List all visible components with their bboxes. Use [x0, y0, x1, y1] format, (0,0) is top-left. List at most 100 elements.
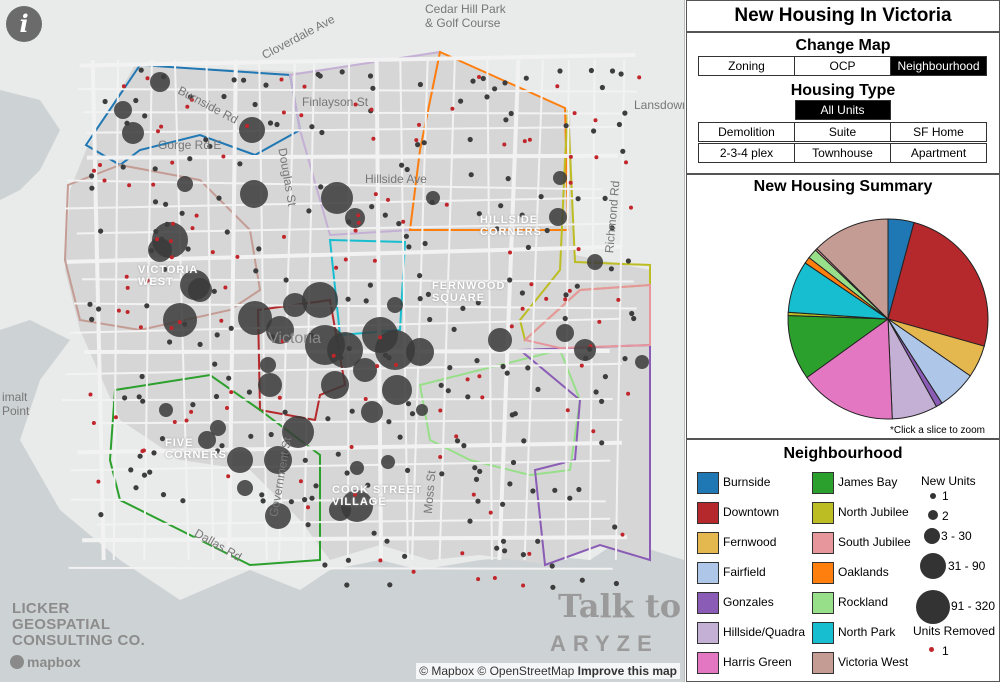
housing-point[interactable] [563, 123, 569, 129]
housing-point[interactable] [625, 258, 632, 264]
removed-point[interactable] [509, 324, 514, 329]
housing-point[interactable] [344, 470, 350, 476]
housing-point[interactable] [302, 282, 338, 318]
removed-point[interactable] [620, 532, 625, 537]
housing-point[interactable] [187, 156, 193, 162]
housing-point[interactable] [484, 94, 490, 100]
housing-point[interactable] [593, 389, 599, 395]
housing-point[interactable] [521, 438, 527, 444]
housing-point[interactable] [475, 498, 481, 504]
housing-point[interactable] [221, 93, 227, 100]
housing-point[interactable] [346, 219, 352, 225]
legend-item-hillside-quadra[interactable]: Hillside/Quadra [697, 622, 817, 644]
housing-point[interactable] [317, 73, 323, 79]
housing-point[interactable] [523, 75, 529, 81]
housing-point[interactable] [451, 326, 457, 332]
removed-point[interactable] [172, 420, 177, 424]
removed-point[interactable] [502, 142, 507, 147]
removed-point[interactable] [334, 265, 339, 270]
housing-point[interactable] [369, 204, 375, 210]
housing-point[interactable] [439, 471, 445, 477]
housing-point[interactable] [190, 402, 196, 408]
removed-point[interactable] [401, 219, 406, 224]
housing-point[interactable] [198, 431, 216, 449]
housing-point[interactable] [260, 498, 266, 504]
housing-point[interactable] [535, 538, 541, 544]
housing-point[interactable] [396, 221, 402, 227]
housing-point[interactable] [163, 303, 197, 337]
housing-point[interactable] [349, 408, 355, 414]
removed-point[interactable] [226, 474, 231, 479]
removed-point[interactable] [219, 318, 224, 323]
housing-point[interactable] [231, 77, 237, 83]
housing-point[interactable] [635, 355, 649, 369]
housing-point[interactable] [375, 330, 415, 370]
housing-point[interactable] [612, 524, 618, 530]
housing-point[interactable] [370, 85, 376, 91]
housing-point[interactable] [405, 401, 412, 407]
removed-point[interactable] [221, 154, 226, 159]
housing-point[interactable] [498, 203, 504, 209]
removed-point[interactable] [363, 397, 368, 401]
removed-point[interactable] [477, 75, 481, 79]
housing-point[interactable] [185, 246, 191, 252]
housing-point[interactable] [477, 468, 483, 474]
housing-point[interactable] [260, 357, 276, 373]
housing-point[interactable] [404, 166, 410, 173]
removed-point[interactable] [414, 138, 419, 143]
housing-point[interactable] [520, 552, 527, 558]
removed-point[interactable] [125, 285, 130, 290]
housing-point[interactable] [258, 373, 282, 397]
housing-point[interactable] [267, 120, 274, 126]
housing-point[interactable] [476, 211, 482, 217]
removed-point[interactable] [378, 335, 383, 340]
removed-point[interactable] [88, 392, 93, 397]
housing-point[interactable] [224, 229, 230, 235]
removed-point[interactable] [563, 297, 568, 302]
legend-item-james-bay[interactable]: James Bay [812, 472, 932, 494]
housing-point[interactable] [427, 316, 433, 323]
housing-point[interactable] [345, 296, 351, 302]
housing-point[interactable] [473, 476, 480, 482]
info-icon[interactable]: i [6, 6, 42, 42]
housing-point[interactable] [465, 394, 471, 400]
housing-point[interactable] [399, 162, 405, 168]
housing-point[interactable] [133, 485, 139, 491]
removed-point[interactable] [353, 102, 358, 107]
housing-point[interactable] [309, 124, 315, 130]
removed-point[interactable] [194, 213, 199, 218]
housing-point[interactable] [147, 469, 153, 475]
housing-point[interactable] [325, 416, 331, 422]
housing-point[interactable] [549, 563, 555, 569]
housing-point[interactable] [338, 355, 344, 361]
housing-point[interactable] [509, 412, 515, 418]
housing-point[interactable] [160, 492, 167, 498]
housing-point[interactable] [226, 375, 232, 381]
removed-point[interactable] [373, 192, 378, 197]
housing-point[interactable] [504, 370, 510, 376]
housing-point[interactable] [386, 419, 392, 425]
housing-point[interactable] [159, 436, 166, 442]
housing-point[interactable] [318, 184, 324, 190]
housing-point[interactable] [240, 180, 268, 208]
removed-point[interactable] [593, 118, 598, 123]
removed-point[interactable] [438, 455, 443, 459]
removed-point[interactable] [450, 106, 455, 111]
removed-point[interactable] [356, 213, 361, 218]
housing-point[interactable] [339, 69, 345, 75]
btn-ocp[interactable]: OCP [794, 56, 891, 76]
housing-point[interactable] [124, 120, 130, 126]
map-canvas[interactable] [0, 0, 684, 682]
housing-point[interactable] [519, 290, 526, 296]
removed-point[interactable] [356, 220, 361, 225]
removed-point[interactable] [372, 258, 377, 263]
removed-point[interactable] [520, 306, 525, 311]
housing-point[interactable] [207, 143, 213, 149]
housing-point[interactable] [367, 282, 373, 288]
housing-point[interactable] [322, 562, 328, 568]
housing-point[interactable] [252, 101, 258, 108]
housing-point[interactable] [265, 503, 291, 529]
housing-point[interactable] [344, 582, 350, 588]
housing-point[interactable] [447, 365, 453, 371]
removed-point[interactable] [298, 479, 303, 484]
